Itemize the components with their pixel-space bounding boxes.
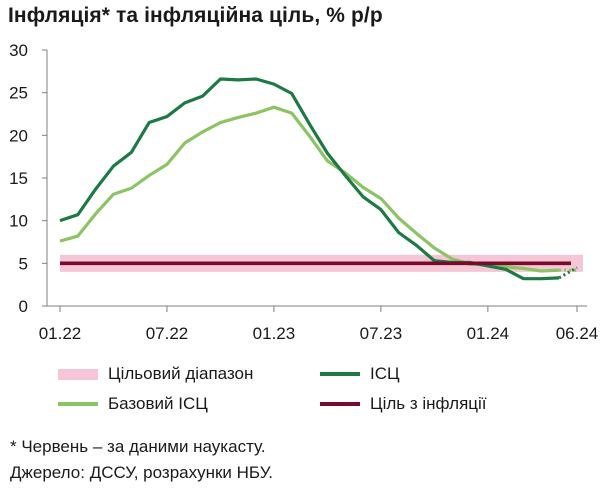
legend-label-core-cpi: Базовий ІСЦ [108, 394, 208, 413]
legend-item-target-band: Цільовий діапазон [58, 364, 253, 384]
nowcast-note: * Червень – за даними наукасту. [10, 437, 266, 456]
legend-swatch-cpi [320, 372, 360, 376]
footnotes: * Червень – за даними наукасту. Джерело:… [10, 434, 273, 486]
x-tick-label: 06.24 [556, 324, 599, 343]
y-tick-label: 20 [9, 126, 28, 145]
source-note: Джерело: ДССУ, розрахунки НБУ. [10, 463, 273, 482]
y-tick-label: 25 [9, 84, 28, 103]
inflation-line-chart: 0 5 10 15 20 25 30 01.22 07.22 01.23 07.23 01.24 06.… [9, 41, 598, 343]
cpi-nowcast-line [558, 266, 578, 280]
chart-legend: Цільовий діапазон ІСЦ Базовий ІСЦ Ціль з… [58, 364, 578, 424]
axis-layer [42, 49, 587, 312]
legend-label-target: Ціль з інфляції [370, 394, 487, 413]
y-tick-label: 15 [9, 169, 28, 188]
legend-item-core-cpi: Базовий ІСЦ [58, 394, 208, 414]
legend-swatch-band [58, 368, 98, 380]
tick-label-layer: 0 5 10 15 20 25 30 01.22 07.22 01.23 07.23 01.24 06.… [9, 41, 598, 343]
series-layer [59, 77, 578, 281]
core-cpi-line [59, 105, 560, 273]
x-tick-label: 07.22 [146, 324, 189, 343]
legend-label-cpi: ІСЦ [370, 364, 400, 383]
legend-swatch-target [320, 402, 360, 406]
legend-label-band: Цільовий діапазон [108, 364, 254, 383]
y-tick-label: 0 [19, 297, 28, 316]
x-tick-label: 01.24 [467, 324, 510, 343]
x-tick-label: 01.23 [253, 324, 296, 343]
x-tick-label: 07.23 [360, 324, 403, 343]
legend-item-target: Ціль з інфляції [320, 394, 487, 414]
y-tick-label: 5 [19, 254, 28, 273]
y-tick-label: 10 [9, 212, 28, 231]
y-tick-label: 30 [9, 41, 28, 60]
legend-swatch-core-cpi [58, 402, 98, 406]
legend-item-cpi: ІСЦ [320, 364, 400, 384]
chart-title: Інфляція* та інфляційна ціль, % р/р [8, 4, 383, 27]
cpi-line [59, 77, 560, 281]
x-tick-label: 01.22 [39, 324, 82, 343]
